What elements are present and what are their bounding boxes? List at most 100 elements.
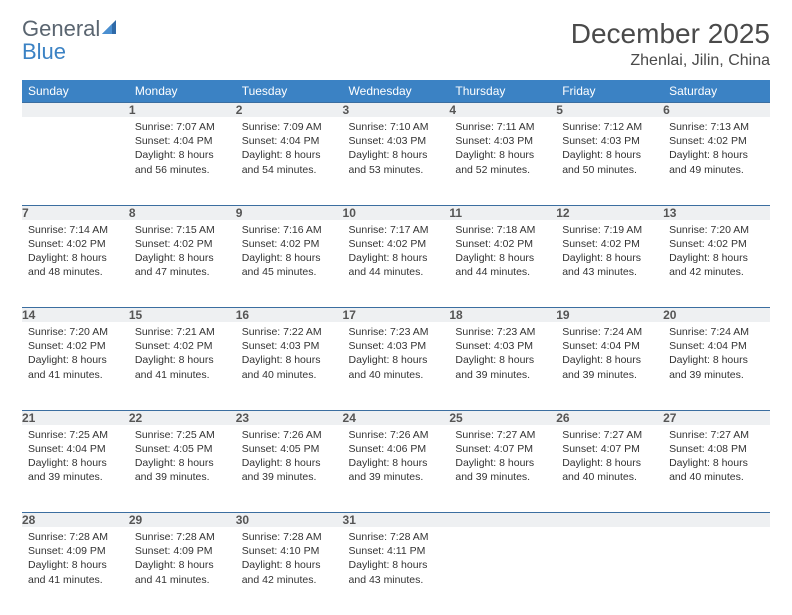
daylight-line: Daylight: 8 hours and 53 minutes. [349, 148, 444, 176]
daylight-line: Daylight: 8 hours and 39 minutes. [28, 456, 123, 484]
daylight-line: Daylight: 8 hours and 40 minutes. [349, 353, 444, 381]
daynum-row: 28293031 [22, 513, 770, 528]
sunset-line: Sunset: 4:06 PM [349, 442, 444, 456]
sunset-line: Sunset: 4:07 PM [455, 442, 550, 456]
sunset-line: Sunset: 4:03 PM [455, 339, 550, 353]
sunset-line: Sunset: 4:09 PM [135, 544, 230, 558]
sunrise-line: Sunrise: 7:21 AM [135, 325, 230, 339]
sunset-line: Sunset: 4:02 PM [669, 237, 764, 251]
daylight-line: Daylight: 8 hours and 41 minutes. [28, 558, 123, 586]
day-number: 12 [556, 205, 663, 220]
day-number: 6 [663, 103, 770, 118]
day-number: 24 [343, 410, 450, 425]
day-info: Sunrise: 7:15 AMSunset: 4:02 PMDaylight:… [129, 220, 236, 286]
daylight-line: Daylight: 8 hours and 39 minutes. [349, 456, 444, 484]
sunrise-line: Sunrise: 7:28 AM [28, 530, 123, 544]
sail-icon [102, 20, 120, 41]
sunset-line: Sunset: 4:03 PM [349, 339, 444, 353]
daylight-line: Daylight: 8 hours and 39 minutes. [562, 353, 657, 381]
sunset-line: Sunset: 4:10 PM [242, 544, 337, 558]
sunset-line: Sunset: 4:04 PM [242, 134, 337, 148]
day-cell: Sunrise: 7:20 AMSunset: 4:02 PMDaylight:… [22, 322, 129, 410]
day-cell: Sunrise: 7:27 AMSunset: 4:07 PMDaylight:… [449, 425, 556, 513]
daylight-line: Daylight: 8 hours and 54 minutes. [242, 148, 337, 176]
day-info: Sunrise: 7:27 AMSunset: 4:07 PMDaylight:… [449, 425, 556, 491]
sunset-line: Sunset: 4:04 PM [669, 339, 764, 353]
day-cell: Sunrise: 7:23 AMSunset: 4:03 PMDaylight:… [449, 322, 556, 410]
sunset-line: Sunset: 4:09 PM [28, 544, 123, 558]
sunset-line: Sunset: 4:03 PM [349, 134, 444, 148]
day-cell: Sunrise: 7:24 AMSunset: 4:04 PMDaylight:… [663, 322, 770, 410]
day-cell: Sunrise: 7:20 AMSunset: 4:02 PMDaylight:… [663, 220, 770, 308]
day-cell: Sunrise: 7:25 AMSunset: 4:04 PMDaylight:… [22, 425, 129, 513]
info-row: Sunrise: 7:28 AMSunset: 4:09 PMDaylight:… [22, 527, 770, 615]
day-cell: Sunrise: 7:07 AMSunset: 4:04 PMDaylight:… [129, 117, 236, 205]
day-number: 13 [663, 205, 770, 220]
day-number: 22 [129, 410, 236, 425]
daylight-line: Daylight: 8 hours and 47 minutes. [135, 251, 230, 279]
day-number: 5 [556, 103, 663, 118]
sunset-line: Sunset: 4:03 PM [455, 134, 550, 148]
location: Zhenlai, Jilin, China [571, 52, 770, 70]
day-info: Sunrise: 7:14 AMSunset: 4:02 PMDaylight:… [22, 220, 129, 286]
day-info: Sunrise: 7:22 AMSunset: 4:03 PMDaylight:… [236, 322, 343, 388]
sunset-line: Sunset: 4:04 PM [28, 442, 123, 456]
sunrise-line: Sunrise: 7:07 AM [135, 120, 230, 134]
daylight-line: Daylight: 8 hours and 48 minutes. [28, 251, 123, 279]
day-info: Sunrise: 7:25 AMSunset: 4:05 PMDaylight:… [129, 425, 236, 491]
day-number: 18 [449, 308, 556, 323]
sunrise-line: Sunrise: 7:17 AM [349, 223, 444, 237]
day-cell: Sunrise: 7:17 AMSunset: 4:02 PMDaylight:… [343, 220, 450, 308]
day-number: 30 [236, 513, 343, 528]
sunset-line: Sunset: 4:02 PM [669, 134, 764, 148]
sunrise-line: Sunrise: 7:23 AM [349, 325, 444, 339]
day-info: Sunrise: 7:16 AMSunset: 4:02 PMDaylight:… [236, 220, 343, 286]
sunrise-line: Sunrise: 7:10 AM [349, 120, 444, 134]
daylight-line: Daylight: 8 hours and 45 minutes. [242, 251, 337, 279]
sunset-line: Sunset: 4:03 PM [242, 339, 337, 353]
day-number: 26 [556, 410, 663, 425]
daynum-row: 21222324252627 [22, 410, 770, 425]
sunrise-line: Sunrise: 7:24 AM [562, 325, 657, 339]
sunset-line: Sunset: 4:05 PM [242, 442, 337, 456]
info-row: Sunrise: 7:25 AMSunset: 4:04 PMDaylight:… [22, 425, 770, 513]
sunset-line: Sunset: 4:02 PM [135, 237, 230, 251]
day-info: Sunrise: 7:28 AMSunset: 4:11 PMDaylight:… [343, 527, 450, 593]
day-info: Sunrise: 7:27 AMSunset: 4:07 PMDaylight:… [556, 425, 663, 491]
day-info: Sunrise: 7:17 AMSunset: 4:02 PMDaylight:… [343, 220, 450, 286]
daynum-row: 78910111213 [22, 205, 770, 220]
day-cell: Sunrise: 7:16 AMSunset: 4:02 PMDaylight:… [236, 220, 343, 308]
day-info: Sunrise: 7:28 AMSunset: 4:09 PMDaylight:… [22, 527, 129, 593]
day-number: 31 [343, 513, 450, 528]
day-number: 15 [129, 308, 236, 323]
day-number: 25 [449, 410, 556, 425]
day-number: 21 [22, 410, 129, 425]
sunrise-line: Sunrise: 7:11 AM [455, 120, 550, 134]
sunrise-line: Sunrise: 7:19 AM [562, 223, 657, 237]
daynum-row: 14151617181920 [22, 308, 770, 323]
daylight-line: Daylight: 8 hours and 39 minutes. [669, 353, 764, 381]
sunrise-line: Sunrise: 7:13 AM [669, 120, 764, 134]
sunrise-line: Sunrise: 7:20 AM [669, 223, 764, 237]
col-friday: Friday [556, 80, 663, 103]
daylight-line: Daylight: 8 hours and 40 minutes. [242, 353, 337, 381]
sunset-line: Sunset: 4:03 PM [562, 134, 657, 148]
info-row: Sunrise: 7:14 AMSunset: 4:02 PMDaylight:… [22, 220, 770, 308]
sunrise-line: Sunrise: 7:25 AM [135, 428, 230, 442]
page-title: December 2025 [571, 18, 770, 50]
day-number: 19 [556, 308, 663, 323]
daylight-line: Daylight: 8 hours and 49 minutes. [669, 148, 764, 176]
sunrise-line: Sunrise: 7:27 AM [562, 428, 657, 442]
sunset-line: Sunset: 4:02 PM [242, 237, 337, 251]
sunrise-line: Sunrise: 7:28 AM [349, 530, 444, 544]
sunrise-line: Sunrise: 7:25 AM [28, 428, 123, 442]
day-info: Sunrise: 7:12 AMSunset: 4:03 PMDaylight:… [556, 117, 663, 183]
col-wednesday: Wednesday [343, 80, 450, 103]
sunset-line: Sunset: 4:02 PM [455, 237, 550, 251]
day-cell: Sunrise: 7:28 AMSunset: 4:10 PMDaylight:… [236, 527, 343, 615]
day-cell: Sunrise: 7:12 AMSunset: 4:03 PMDaylight:… [556, 117, 663, 205]
title-block: December 2025 Zhenlai, Jilin, China [571, 18, 770, 70]
info-row: Sunrise: 7:20 AMSunset: 4:02 PMDaylight:… [22, 322, 770, 410]
daylight-line: Daylight: 8 hours and 40 minutes. [669, 456, 764, 484]
day-info: Sunrise: 7:24 AMSunset: 4:04 PMDaylight:… [556, 322, 663, 388]
